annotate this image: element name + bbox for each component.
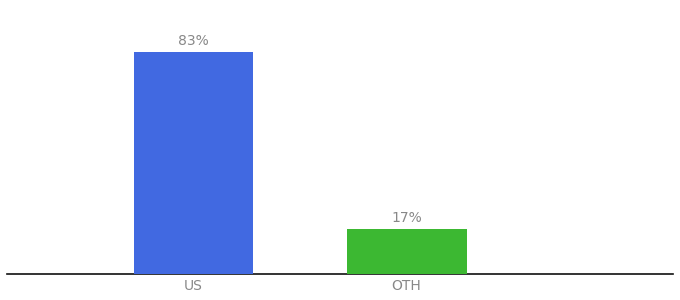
Text: 17%: 17% (391, 211, 422, 225)
Bar (347, 229, 466, 274)
Text: 83%: 83% (178, 34, 209, 48)
Bar (133, 52, 254, 274)
